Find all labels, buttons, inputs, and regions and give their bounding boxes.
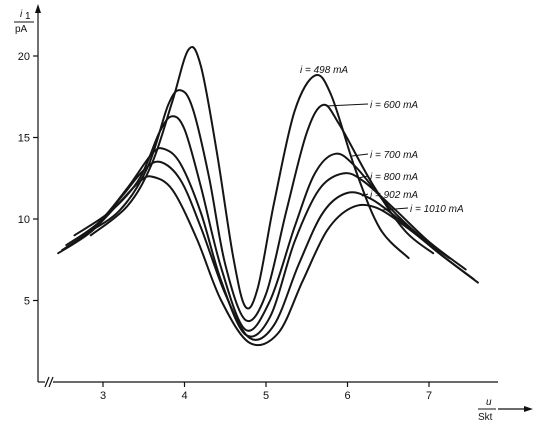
label-leader-line [381, 207, 409, 211]
y-unit-denominator: pA [15, 24, 28, 35]
x-axis-arrow [524, 406, 533, 412]
x-axis-break-1 [44, 376, 50, 388]
x-tick-label: 3 [100, 390, 106, 402]
y-tick-label: 10 [18, 214, 30, 226]
series-label: i = 1010 mA [410, 204, 464, 215]
x-tick-label: 5 [263, 390, 269, 402]
curve-group [57, 46, 479, 347]
label-leader-line [351, 153, 369, 157]
y-tick-label: 5 [24, 296, 30, 308]
label-leader-line [361, 193, 369, 197]
x-tick-label: 7 [426, 390, 432, 402]
series-label: i = 498 mA [300, 65, 348, 76]
y-tick-label: 20 [18, 51, 30, 63]
series-label: i = 902 mA [370, 190, 418, 201]
x-unit-denominator: Skt [478, 412, 493, 423]
x-tick-label: 6 [344, 390, 350, 402]
x-axis: u Skt [38, 376, 533, 423]
y-unit-symbol: i [20, 9, 23, 20]
y-axis: i 1 pA [14, 4, 41, 382]
series-label: i = 600 mA [370, 100, 418, 111]
x-tick-label: 4 [181, 390, 187, 402]
label-leader-line [325, 103, 369, 107]
x-unit-symbol: u [486, 397, 492, 408]
curve-series-3 [73, 115, 451, 332]
y-tick-label: 15 [18, 133, 30, 145]
curve-series-2 [81, 89, 435, 323]
y-axis-arrow [35, 4, 41, 13]
curve-series-5 [61, 160, 475, 341]
curve-series-1 [89, 46, 410, 310]
x-axis-break-2 [48, 376, 54, 388]
label-group: i = 498 mA i = 600 mA i = 700 mA i = 800 mA… [300, 65, 464, 215]
series-label: i = 700 mA [370, 150, 418, 161]
tick-group: 5 10 15 20 3 4 5 6 7 [18, 51, 432, 402]
curve-series-6 [57, 175, 479, 347]
series-label: i = 800 mA [370, 172, 418, 183]
label-leader-line [357, 175, 369, 179]
y-unit-subscript: 1 [25, 11, 31, 22]
